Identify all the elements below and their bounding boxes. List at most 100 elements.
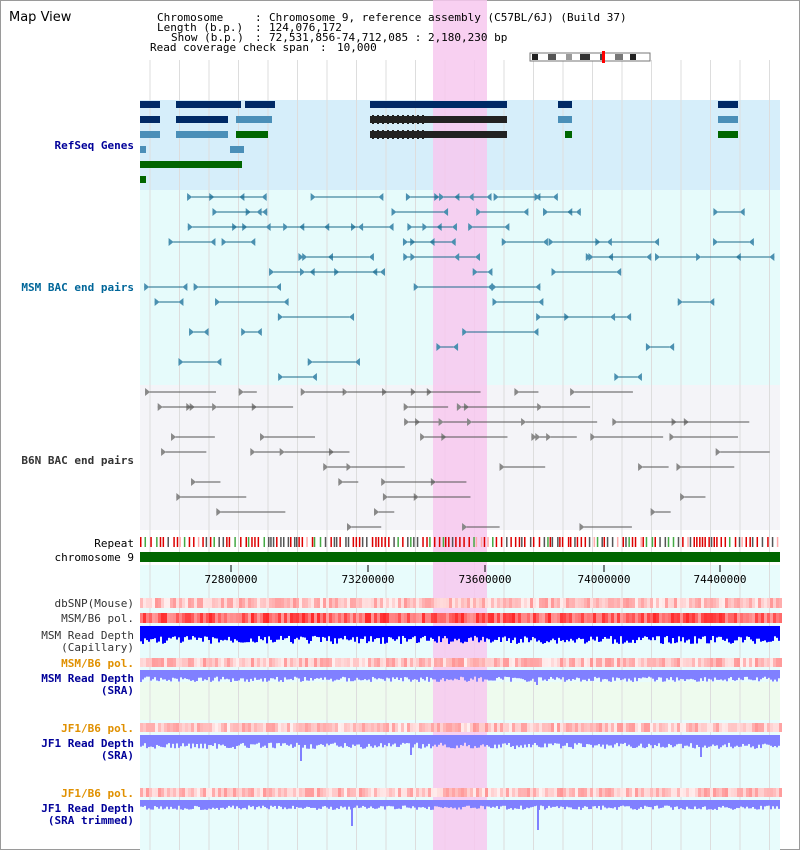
repeat-mark — [455, 537, 457, 547]
track-label-dbsnp[interactable]: dbSNP(Mouse) — [54, 597, 134, 610]
track-label-msm-b6-pol-1[interactable]: MSM/B6 pol. — [61, 612, 134, 625]
depth-bar — [146, 735, 148, 749]
pol-heat-cell — [416, 658, 419, 667]
depth-bar — [220, 670, 222, 680]
depth-bar — [500, 800, 502, 807]
pol-heat-cell — [653, 613, 656, 623]
depth-bar — [486, 670, 488, 680]
pol-heat-cell — [584, 723, 587, 732]
depth-bar — [398, 670, 400, 680]
depth-bar — [614, 670, 616, 681]
depth-bar — [154, 800, 156, 807]
depth-bar — [158, 670, 160, 682]
track-label-b6n-bac[interactable]: B6N BAC end pairs — [21, 454, 134, 467]
depth-bar — [320, 626, 322, 642]
depth-bar — [240, 800, 242, 810]
depth-bar — [524, 626, 526, 637]
track-label-msm-bac[interactable]: MSM BAC end pairs — [21, 281, 134, 294]
pol-heat-cell — [488, 788, 491, 797]
pol-heat-cell — [755, 598, 758, 608]
depth-bar — [492, 626, 494, 642]
msm-bac-end — [402, 238, 408, 246]
depth-bar — [764, 800, 766, 807]
depth-bar — [448, 800, 450, 808]
repeat-mark — [561, 537, 564, 547]
depth-bar — [620, 670, 622, 681]
depth-bar — [602, 626, 604, 639]
track-label-jf1-b6-pol-2[interactable]: JF1/B6 pol. — [61, 787, 134, 800]
depth-bar — [212, 735, 214, 746]
pol-heat-cell — [287, 788, 290, 797]
depth-bar — [476, 800, 478, 809]
depth-bar — [340, 670, 342, 679]
pol-heat-cell — [308, 658, 311, 667]
pol-heat-cell — [650, 598, 653, 608]
track-label-msm-b6-pol-2[interactable]: MSM/B6 pol. — [61, 657, 134, 670]
pol-heat-cell — [245, 788, 248, 797]
track-label-repeat[interactable]: Repeat — [94, 537, 134, 550]
depth-bar — [726, 670, 728, 682]
pol-heat-cell — [326, 613, 329, 623]
pol-heat-cell — [185, 613, 188, 623]
depth-bar — [322, 670, 324, 680]
track-label-jf1-b6-pol-1[interactable]: JF1/B6 pol. — [61, 722, 134, 735]
track-label-jf1-depth-sra-1[interactable]: JF1 Read Depth — [41, 737, 134, 750]
pol-heat-cell — [482, 598, 485, 608]
depth-bar — [244, 800, 246, 808]
depth-bar — [246, 670, 248, 680]
depth-bar — [620, 735, 622, 744]
refseq-exon — [382, 115, 384, 124]
depth-bar — [576, 626, 578, 640]
depth-bar — [180, 626, 182, 643]
track-label-refseq[interactable]: RefSeq Genes — [54, 139, 134, 152]
depth-bar — [762, 735, 764, 745]
depth-bar — [582, 626, 584, 639]
depth-bar — [472, 735, 474, 749]
pol-heat-cell — [158, 613, 161, 623]
track-label-msm-depth-sra-1[interactable]: MSM Read Depth — [41, 672, 134, 685]
depth-bar — [336, 670, 338, 680]
depth-bar — [750, 670, 752, 680]
pol-heat-cell — [605, 658, 608, 667]
depth-bar — [630, 626, 632, 643]
depth-spike — [410, 735, 412, 755]
pol-heat-cell — [443, 788, 446, 797]
depth-bar — [464, 670, 466, 681]
track-label-jf1-depth-trim-1[interactable]: JF1 Read Depth — [41, 802, 134, 815]
depth-bar — [684, 670, 686, 681]
pol-heat-cell — [479, 723, 482, 732]
pol-heat-cell — [668, 788, 671, 797]
depth-bar — [768, 800, 770, 806]
pol-heat-cell — [638, 613, 641, 623]
pol-heat-cell — [635, 788, 638, 797]
pol-heat-cell — [359, 598, 362, 608]
pol-heat-cell — [314, 658, 317, 667]
depth-bar — [452, 670, 454, 681]
depth-bar — [770, 800, 772, 810]
pol-heat-cell — [671, 613, 674, 623]
pol-heat-cell — [635, 658, 638, 667]
pol-heat-cell — [167, 788, 170, 797]
repeat-mark — [209, 537, 212, 547]
depth-bar — [168, 800, 170, 810]
pol-heat-cell — [359, 788, 362, 797]
pol-heat-cell — [368, 613, 371, 623]
depth-bar — [412, 800, 414, 807]
depth-bar — [430, 670, 432, 678]
track-label-msm-depth-cap-1[interactable]: MSM Read Depth — [41, 629, 134, 642]
depth-bar — [708, 735, 710, 747]
depth-bar — [450, 626, 452, 642]
sep-1: : — [255, 11, 262, 24]
depth-bar — [696, 626, 698, 644]
depth-bar — [286, 800, 288, 810]
depth-bar — [518, 626, 520, 643]
depth-bar — [776, 670, 778, 682]
depth-bar — [536, 735, 538, 746]
pol-heat-cell — [371, 788, 374, 797]
depth-bar — [276, 670, 278, 677]
length-value: 124,076,172 — [269, 21, 342, 34]
depth-bar — [296, 670, 298, 678]
pol-heat-cell — [311, 598, 314, 608]
pol-heat-cell — [644, 658, 647, 667]
